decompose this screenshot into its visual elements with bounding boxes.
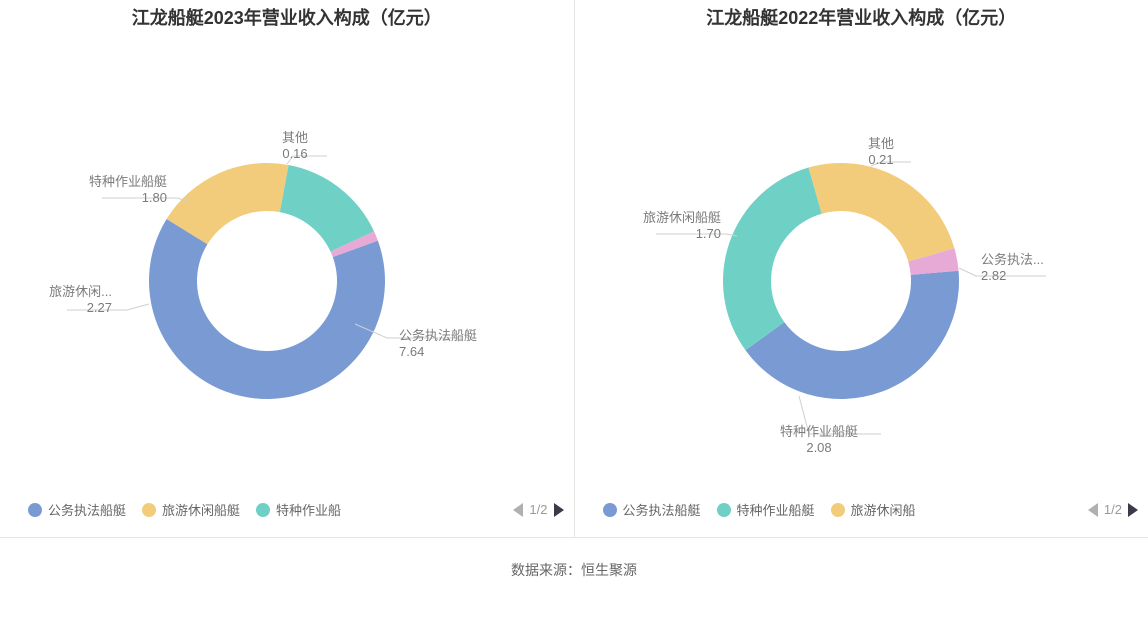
legend-label: 公务执法船艇: [48, 500, 126, 519]
slice-value: 7.64: [399, 344, 424, 359]
slice-label: 其他: [868, 136, 894, 151]
panel-2023: 江龙船艇2023年营业收入构成（亿元） 公务执法船艇7.64旅游休闲...2.2…: [0, 0, 574, 537]
legend-item: 特种作业船艇: [717, 500, 815, 519]
slice-label: 特种作业船艇: [89, 174, 167, 189]
slice-value: 2.27: [86, 300, 111, 315]
legend-label: 特种作业船: [276, 500, 341, 519]
slice-label: 旅游休闲船艇: [643, 210, 721, 225]
chevron-right-icon[interactable]: [554, 503, 564, 517]
slice-label: 公务执法...: [981, 252, 1044, 267]
slice-label: 公务执法船艇: [399, 328, 477, 343]
slice-value: 1.80: [141, 190, 166, 205]
slice-label: 特种作业船艇: [780, 424, 858, 439]
legend-dot-icon: [256, 503, 270, 517]
legend-dot-icon: [717, 503, 731, 517]
legend-label: 旅游休闲船: [851, 500, 916, 519]
legend-item: 公务执法船艇: [28, 500, 126, 519]
legend-pager: 1/2: [1088, 502, 1138, 517]
donut-2022: 公务执法...2.82 特种作业船艇2.08 旅游休闲船艇1.70 其他0.21: [575, 36, 1148, 486]
panel-2023-title: 江龙船艇2023年营业收入构成（亿元）: [0, 0, 574, 36]
legend-item: 旅游休闲船: [831, 500, 916, 519]
legend-2023: 公务执法船艇 旅游休闲船艇 特种作业船 1/2: [0, 486, 574, 537]
slice-value: 0.21: [869, 152, 894, 167]
donut-slice-gongwu[interactable]: [746, 271, 960, 399]
legend-label: 公务执法船艇: [623, 500, 701, 519]
donut-2022-svg: 公务执法...2.82 特种作业船艇2.08 旅游休闲船艇1.70 其他0.21: [581, 36, 1141, 486]
legend-dot-icon: [28, 503, 42, 517]
panel-2022: 江龙船艇2022年营业收入构成（亿元） 公务执法...2.82特种作业船艇2.0…: [574, 0, 1148, 537]
legend-item: 公务执法船艇: [603, 500, 701, 519]
slice-value: 1.70: [696, 226, 721, 241]
slice-value: 2.08: [807, 440, 832, 455]
legend-item: 旅游休闲船艇: [142, 500, 240, 519]
legend-item: 特种作业船: [256, 500, 341, 519]
slice-value: 0.16: [282, 146, 307, 161]
donut-slice-lvyou[interactable]: [809, 163, 955, 262]
data-source-label: 数据来源：恒生聚源: [0, 538, 1148, 580]
slice-value: 2.82: [981, 268, 1006, 283]
donut-2023-svg: 公务执法船艇7.64 旅游休闲...2.27 特种作业船艇1.80 其他0.16: [7, 36, 567, 486]
chevron-left-icon[interactable]: [513, 503, 523, 517]
legend-dot-icon: [603, 503, 617, 517]
legend-label: 旅游休闲船艇: [162, 500, 240, 519]
legend-label: 特种作业船艇: [737, 500, 815, 519]
legend-pager: 1/2: [513, 502, 563, 517]
panel-2022-title: 江龙船艇2022年营业收入构成（亿元）: [575, 0, 1148, 36]
donut-2023: 公务执法船艇7.64 旅游休闲...2.27 特种作业船艇1.80 其他0.16: [0, 36, 574, 486]
donut-slice-tezhong[interactable]: [723, 168, 822, 351]
slice-label: 旅游休闲...: [49, 284, 112, 299]
slice-label: 其他: [282, 130, 308, 145]
legend-dot-icon: [142, 503, 156, 517]
chevron-left-icon[interactable]: [1088, 503, 1098, 517]
panels: 江龙船艇2023年营业收入构成（亿元） 公务执法船艇7.64旅游休闲...2.2…: [0, 0, 1148, 538]
pager-text: 1/2: [1104, 502, 1122, 517]
legend-dot-icon: [831, 503, 845, 517]
legend-2022: 公务执法船艇 特种作业船艇 旅游休闲船 1/2: [575, 486, 1148, 537]
chevron-right-icon[interactable]: [1128, 503, 1138, 517]
pager-text: 1/2: [529, 502, 547, 517]
